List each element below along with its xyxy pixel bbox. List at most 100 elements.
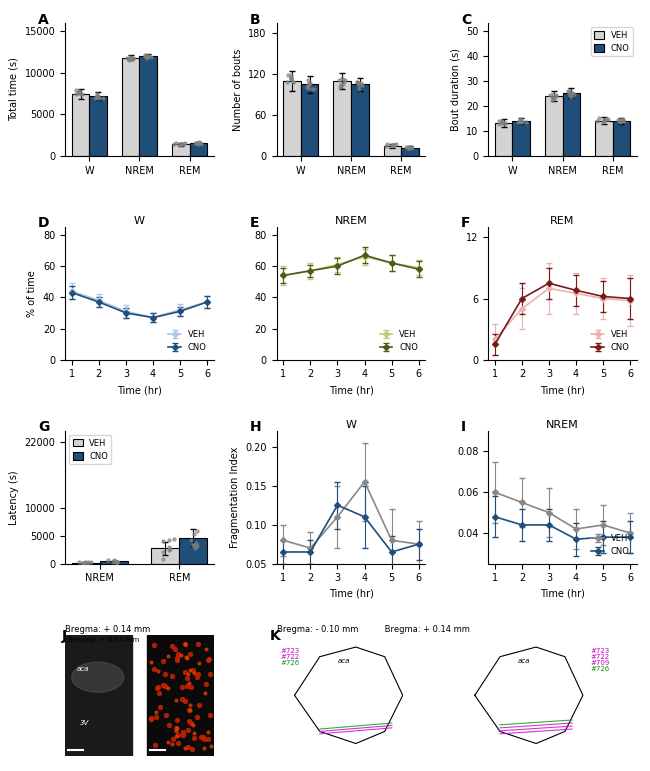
- Point: [166, 670, 177, 682]
- X-axis label: Time (hr): Time (hr): [328, 385, 374, 395]
- Bar: [283, 81, 301, 156]
- Bar: [512, 121, 530, 156]
- Point: [547, 93, 558, 105]
- Point: [86, 557, 96, 569]
- Point: [337, 78, 348, 90]
- Point: [160, 680, 170, 692]
- Point: [547, 93, 557, 106]
- Text: A: A: [38, 12, 49, 26]
- Point: [198, 730, 208, 742]
- Point: [336, 79, 346, 91]
- Title: REM: REM: [551, 217, 575, 227]
- Point: [180, 742, 190, 755]
- Point: [614, 116, 625, 128]
- Point: [163, 544, 174, 557]
- Y-axis label: Latency (s): Latency (s): [9, 470, 19, 525]
- Point: [202, 733, 213, 746]
- Point: [309, 82, 319, 95]
- Point: [551, 89, 561, 102]
- Text: #722: #722: [280, 654, 299, 660]
- Point: [157, 546, 168, 558]
- Point: [146, 656, 156, 668]
- Point: [179, 638, 190, 650]
- Point: [304, 79, 314, 91]
- Point: [93, 89, 103, 102]
- Point: [178, 726, 188, 739]
- Point: [566, 86, 576, 98]
- Point: [387, 139, 398, 151]
- Point: [79, 557, 90, 569]
- Point: [71, 84, 81, 96]
- Point: [191, 537, 202, 549]
- Point: [124, 53, 135, 66]
- Point: [90, 92, 100, 104]
- Point: [162, 736, 173, 748]
- Point: [171, 137, 181, 150]
- Y-axis label: Total time (s): Total time (s): [9, 58, 19, 121]
- Point: [77, 88, 87, 100]
- Point: [513, 116, 523, 128]
- Bar: [147, 635, 214, 756]
- Point: [168, 733, 179, 746]
- Point: [161, 709, 171, 721]
- Point: [109, 554, 119, 567]
- Point: [185, 664, 195, 676]
- Point: [164, 719, 174, 732]
- Y-axis label: Fragmentation Index: Fragmentation Index: [229, 446, 240, 548]
- Point: [203, 652, 214, 665]
- Point: [183, 741, 193, 753]
- Point: [514, 114, 525, 126]
- Point: [124, 54, 134, 66]
- Point: [187, 743, 197, 756]
- Point: [163, 682, 174, 694]
- Point: [352, 76, 362, 88]
- Point: [140, 49, 151, 62]
- Point: [183, 668, 193, 680]
- Bar: [179, 537, 207, 564]
- Point: [616, 113, 626, 126]
- Point: [172, 651, 182, 664]
- Point: [142, 52, 153, 64]
- Point: [148, 639, 159, 651]
- Bar: [562, 93, 580, 156]
- Bar: [140, 56, 157, 156]
- Point: [549, 92, 560, 104]
- Point: [201, 643, 211, 655]
- Point: [515, 115, 526, 127]
- Point: [146, 712, 157, 725]
- Point: [155, 700, 165, 712]
- Bar: [351, 84, 369, 156]
- Point: [303, 82, 313, 94]
- Point: [160, 668, 170, 681]
- Point: [618, 114, 628, 126]
- Point: [112, 556, 122, 568]
- Point: [548, 92, 558, 104]
- Point: [199, 733, 209, 746]
- Point: [189, 727, 200, 739]
- Point: [564, 86, 575, 99]
- Point: [157, 679, 168, 692]
- Point: [173, 736, 183, 749]
- Point: [170, 722, 181, 735]
- Point: [92, 89, 102, 102]
- Point: [146, 50, 156, 62]
- Point: [172, 655, 182, 667]
- Point: [190, 137, 200, 150]
- Point: [173, 648, 183, 660]
- Legend: VEH, CNO: VEH, CNO: [588, 327, 633, 355]
- Point: [184, 677, 194, 689]
- Point: [122, 52, 132, 64]
- Point: [151, 711, 161, 723]
- Point: [404, 141, 414, 153]
- Text: #723: #723: [590, 648, 610, 654]
- Point: [186, 681, 196, 693]
- Point: [196, 730, 206, 742]
- Point: [103, 554, 113, 566]
- Point: [286, 72, 296, 85]
- Point: [387, 139, 398, 151]
- Point: [177, 692, 187, 705]
- Point: [203, 726, 213, 738]
- Point: [517, 116, 527, 129]
- Point: [282, 76, 293, 88]
- Point: [185, 716, 196, 729]
